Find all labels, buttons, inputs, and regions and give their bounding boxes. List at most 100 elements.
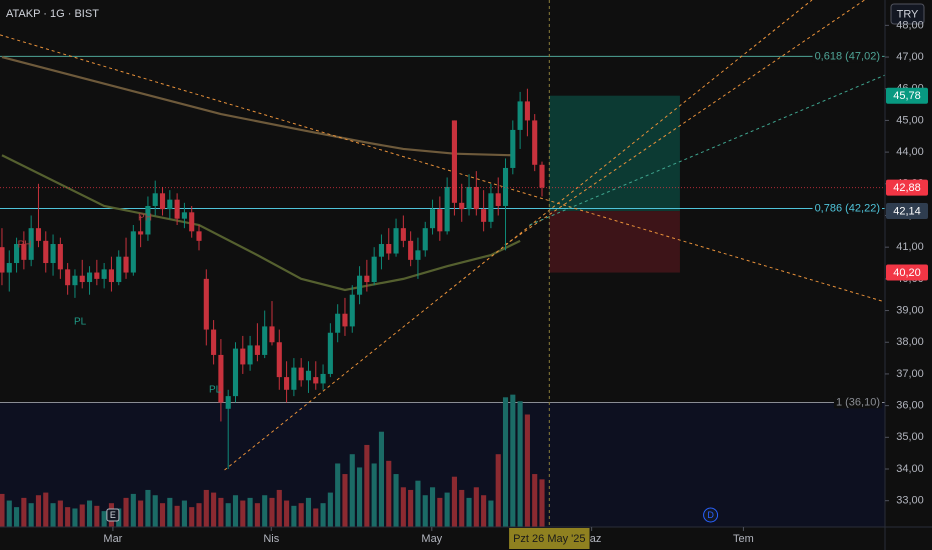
candle-body [225,396,231,409]
volume-bar [79,504,85,527]
y-tick-label: 38,00 [896,336,924,348]
volume-bar [510,394,516,527]
volume-bar [196,503,202,527]
candle-body [276,342,282,378]
candle-body [408,240,414,260]
candle-body [400,228,406,241]
candle-body [159,193,166,210]
volume-bar [211,492,217,527]
position-profit [549,95,680,212]
y-tick-label: 41,00 [896,241,924,253]
volume-bar [444,492,450,527]
currency-button[interactable] [890,3,925,25]
y-tick-label: 45,00 [896,114,924,126]
price-tag [886,203,928,220]
candle-body [72,275,78,286]
candle-body [145,205,151,235]
volume-bar [94,505,100,527]
volume-bar [408,489,414,527]
level-label: 0,786 (42,22) [815,202,880,214]
volume-bar [415,480,421,527]
candle-body [357,275,363,295]
candle-body [451,120,457,203]
volume-bar [6,500,12,527]
candle-body [481,209,487,222]
candle-body [94,272,100,279]
volume-bar [57,500,63,527]
volume-bar [50,503,56,527]
candle-body [240,348,246,365]
trend-line [224,0,813,471]
candle-body [116,256,122,283]
volume-bar [181,500,187,527]
volume-bar [400,487,406,527]
volume-bar [262,495,268,527]
candle-body [211,329,217,355]
candle-body [174,199,180,219]
candle-body [466,186,472,210]
volume-bar [481,495,487,527]
volume-bar [378,431,385,527]
volume-bar [320,503,326,527]
x-tick-label: Mar [103,533,122,545]
candle-body [415,250,421,260]
candle-body [43,240,49,264]
volume-bar [189,507,195,527]
volume-bar [349,454,355,527]
volume-bar [459,489,465,527]
candle-body [181,212,187,219]
y-tick-label: 33,00 [896,495,924,507]
candle-body [14,244,20,264]
volume-bar [502,397,509,527]
candle-body [254,345,260,355]
event-marker [703,507,719,523]
volume-bar [473,487,479,527]
candle-body [342,313,348,327]
candle-body [262,326,268,355]
candle-body [488,193,494,222]
volume-bar [101,511,107,527]
price-tag-label: 42,88 [893,182,921,194]
candle-body [305,370,312,381]
volume-bar [43,492,49,527]
volume-bar [145,489,151,527]
volume-bar [232,495,239,527]
volume-bar [21,497,27,527]
y-tick-label: 44,00 [896,146,924,158]
candle-body [108,269,114,283]
plot-area: PH PL PH PL [0,0,885,527]
level-label: 0,618 (47,02) [815,50,880,62]
volume-bar [466,497,472,527]
price-tag-label: 42,14 [893,205,921,217]
event-marker [106,508,120,522]
candle-body [393,228,399,254]
candle-body [473,186,479,210]
moving-average [1,55,513,157]
volume-bar [225,503,231,527]
candle-body [138,231,144,235]
candle-body [203,278,209,330]
y-tick-label: 36,00 [896,400,924,412]
candle-body [429,209,436,229]
candle-body [495,193,501,206]
candle-body [189,212,195,232]
volume-bar [138,500,144,527]
volume-bar [86,500,93,527]
y-tick-label: 37,00 [896,368,924,380]
candle-body [247,345,253,365]
candle-body [291,367,297,390]
volume-bar [393,474,399,527]
volume-bar [313,508,319,527]
x-tick-label: Tem [733,533,754,545]
volume-bar [342,474,348,527]
volume-bar [327,492,333,527]
trend-line [529,74,885,226]
level-label-bg [833,396,882,409]
price-tag [886,179,928,196]
volume-bar [284,500,290,527]
y-tick-label: 34,00 [896,463,924,475]
volume-bar [123,497,129,527]
pivot-label: PH [18,240,32,251]
volume-bar [386,460,392,527]
currency-label[interactable]: TRY [897,8,919,20]
